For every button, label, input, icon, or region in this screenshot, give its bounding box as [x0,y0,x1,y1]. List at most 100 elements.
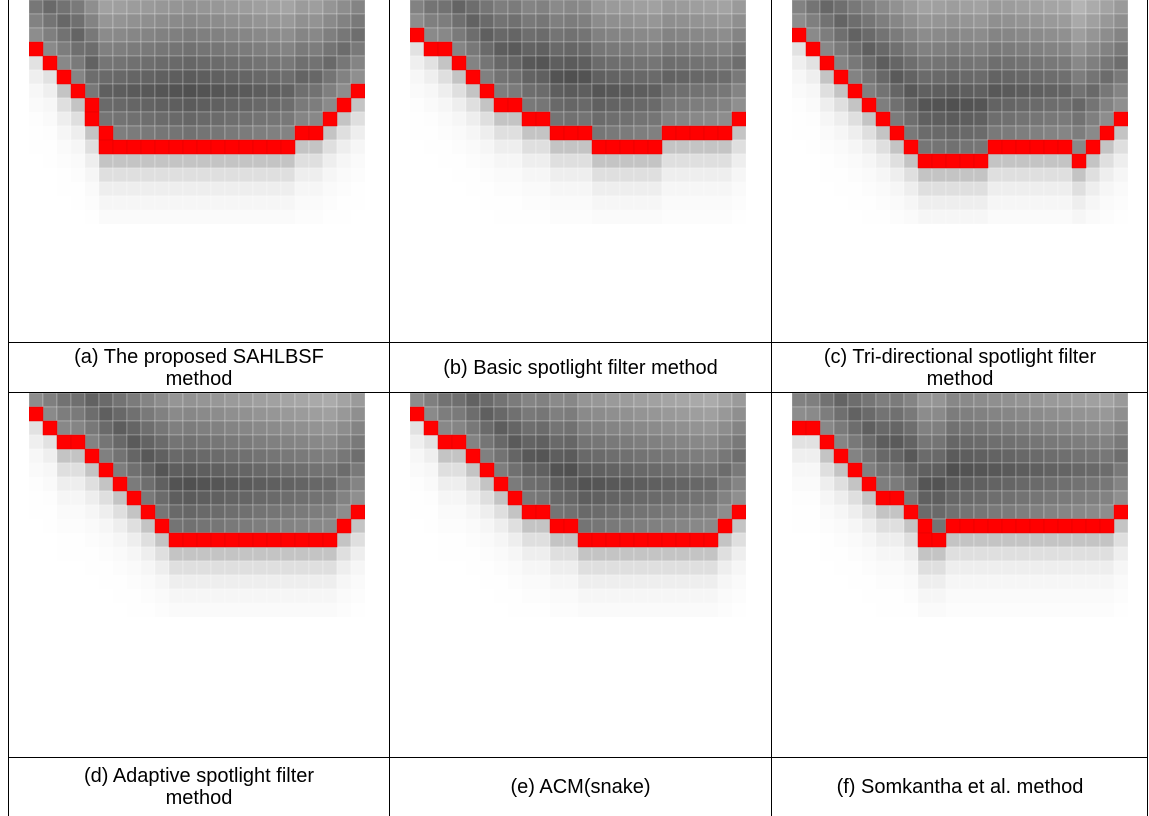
pixel [834,463,848,477]
pixel [29,112,43,126]
boundary-pixel [1086,519,1100,533]
pixel [295,547,309,561]
pixel [29,196,43,210]
pixel [1072,603,1086,617]
pixel [410,70,424,84]
pixel [974,56,988,70]
pixel [127,0,141,14]
pixel [820,589,834,603]
pixel [85,140,99,154]
pixel [662,491,676,505]
pixel [141,84,155,98]
pixel [438,154,452,168]
pixel [1030,533,1044,547]
pixel [1016,112,1030,126]
pixel [183,196,197,210]
pixel [918,70,932,84]
pixel [704,589,718,603]
pixel [351,182,365,196]
pixel [1086,196,1100,210]
pixel [876,421,890,435]
pixel [848,42,862,56]
pixel [606,449,620,463]
pixel [295,421,309,435]
pixel [452,491,466,505]
pixel [648,505,662,519]
pixel [452,182,466,196]
boundary-pixel [253,140,267,154]
pixel [253,589,267,603]
pixel [676,393,690,407]
pixel [690,463,704,477]
pixel [1030,561,1044,575]
pixel [337,70,351,84]
pixel [1072,168,1086,182]
pixel [494,463,508,477]
pixel [155,435,169,449]
pixel [662,561,676,575]
pixel [29,547,43,561]
pixel [309,449,323,463]
segmentation-image [792,393,1128,617]
pixel [211,463,225,477]
pixel [662,449,676,463]
pixel [1002,84,1016,98]
pixel [43,435,57,449]
pixel [452,126,466,140]
pixel [946,603,960,617]
pixel [974,182,988,196]
pixel [281,505,295,519]
pixel [960,42,974,56]
pixel [848,126,862,140]
pixel [253,210,267,224]
pixel [1072,449,1086,463]
pixel [239,547,253,561]
pixel [1086,28,1100,42]
boundary-pixel [169,533,183,547]
pixel [522,491,536,505]
pixel [323,449,337,463]
pixel [183,126,197,140]
pixel [169,407,183,421]
pixel [508,477,522,491]
pixel [508,168,522,182]
pixel [309,547,323,561]
pixel [267,477,281,491]
pixel [918,140,932,154]
pixel [536,491,550,505]
pixel [918,435,932,449]
pixel [536,435,550,449]
pixel [295,28,309,42]
pixel [295,70,309,84]
pixel [281,463,295,477]
pixel [1002,603,1016,617]
pixel [1002,168,1016,182]
pixel [267,589,281,603]
pixel [876,463,890,477]
pixel [1114,168,1128,182]
pixel [904,463,918,477]
pixel [1100,84,1114,98]
pixel [806,407,820,421]
pixel [466,112,480,126]
pixel [127,547,141,561]
pixel [85,126,99,140]
pixel [57,589,71,603]
pixel [578,575,592,589]
pixel [1100,196,1114,210]
pixel [932,14,946,28]
pixel [876,84,890,98]
pixel [410,393,424,407]
pixel [337,112,351,126]
pixel [281,603,295,617]
boundary-pixel [508,491,522,505]
pixel [183,70,197,84]
pixel [792,393,806,407]
boundary-pixel [410,28,424,42]
pixel [620,154,634,168]
pixel [211,589,225,603]
pixel [225,393,239,407]
boundary-pixel [438,435,452,449]
pixel [197,393,211,407]
pixel [820,70,834,84]
